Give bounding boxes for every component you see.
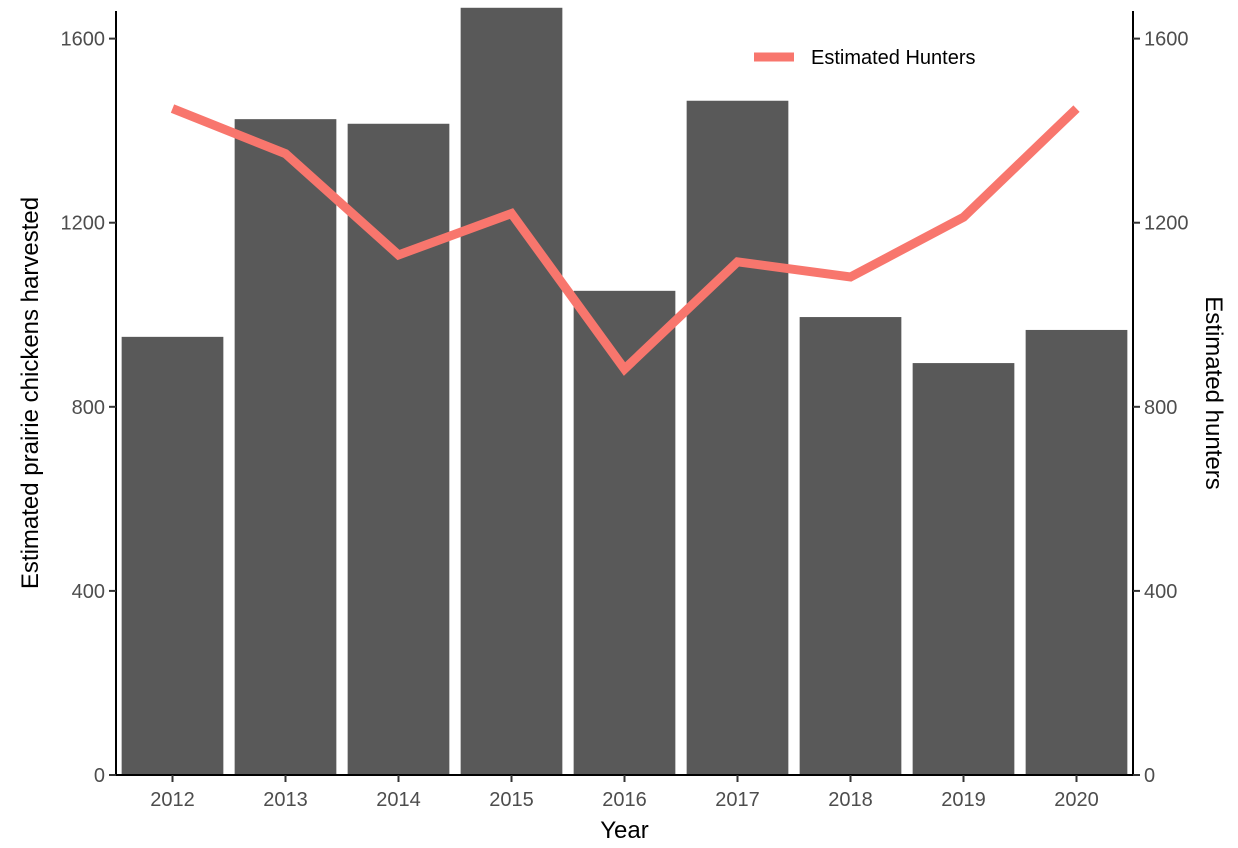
x-tick-label: 2012	[150, 789, 195, 811]
ticks-layer: 0 400 800 1200 1600 0 400 800 1200 1600 2012 2013 20…	[61, 29, 1189, 811]
y-left-tick-label: 800	[72, 397, 105, 419]
bar-2020	[1025, 329, 1128, 775]
legend: Estimated Hunters	[754, 47, 976, 69]
y-right-tick-label: 400	[1144, 581, 1177, 603]
y-right-tick-label: 1600	[1144, 29, 1189, 51]
x-tick-label: 2016	[602, 789, 647, 811]
y-right-tick-label: 0	[1144, 765, 1155, 787]
x-tick-label: 2013	[263, 789, 308, 811]
x-tick-label: 2020	[1054, 789, 1099, 811]
bar-2017	[686, 100, 789, 775]
hunters-line	[170, 104, 1080, 376]
x-tick-label: 2015	[489, 789, 534, 811]
y-left-tick-label: 1200	[61, 213, 106, 235]
y-left-tick-label: 400	[72, 581, 105, 603]
line-layer	[170, 104, 1080, 376]
y-right-tick-label: 1200	[1144, 213, 1189, 235]
bars-layer	[121, 7, 1128, 776]
x-tick-label: 2017	[715, 789, 760, 811]
y-right-tick-label: 800	[1144, 397, 1177, 419]
x-tick-label: 2019	[941, 789, 986, 811]
bar-2012	[121, 336, 224, 775]
bar-2018	[799, 317, 902, 775]
x-axis-title: Year	[600, 817, 649, 844]
bar-2013	[234, 119, 337, 776]
y-axis-left-title: Estimated prairie chickens harvested	[17, 197, 44, 589]
y-left-tick-label: 0	[94, 765, 105, 787]
bar-2015	[460, 7, 563, 775]
bar-2019	[912, 363, 1015, 775]
y-axis-right-title: Estimated hunters	[1200, 296, 1227, 489]
x-tick-label: 2018	[828, 789, 873, 811]
x-tick-label: 2014	[376, 789, 421, 811]
legend-label: Estimated Hunters	[811, 47, 976, 69]
y-left-tick-label: 1600	[61, 29, 106, 51]
bar-2014	[347, 123, 450, 775]
